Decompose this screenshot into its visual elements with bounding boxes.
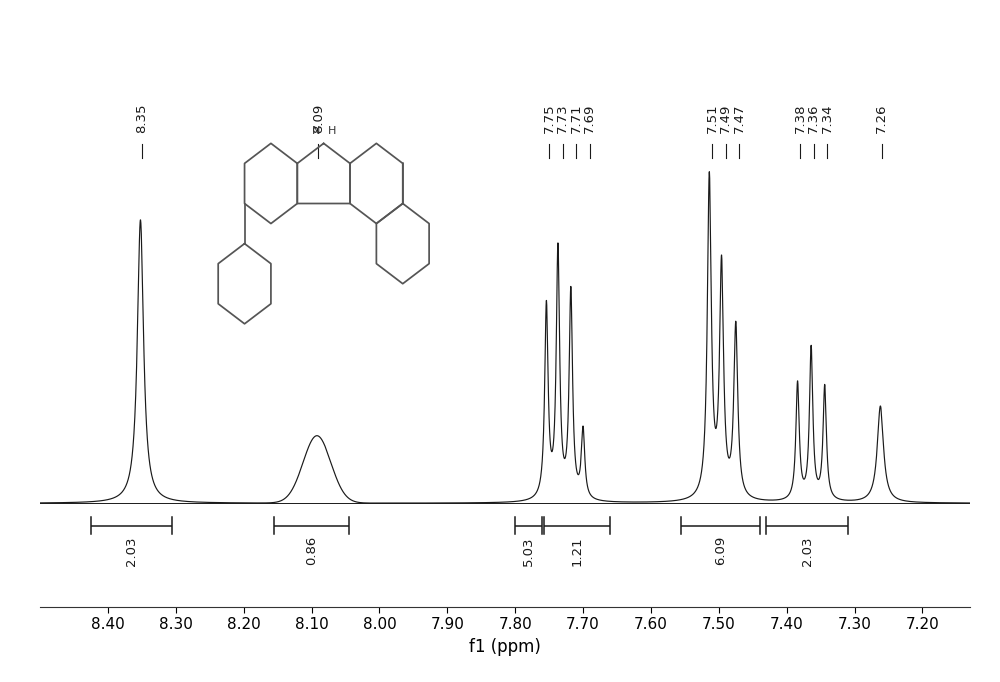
Text: 1.21: 1.21 bbox=[570, 536, 583, 566]
Text: 8.35: 8.35 bbox=[135, 104, 148, 134]
Text: 7.49: 7.49 bbox=[719, 104, 732, 134]
Text: 8.09: 8.09 bbox=[312, 104, 325, 134]
Text: 7.34: 7.34 bbox=[821, 104, 834, 134]
Text: 2.03: 2.03 bbox=[801, 536, 814, 565]
Text: 7.69: 7.69 bbox=[583, 104, 596, 134]
Text: 7.26: 7.26 bbox=[875, 104, 888, 134]
X-axis label: f1 (ppm): f1 (ppm) bbox=[469, 638, 541, 656]
Text: 7.47: 7.47 bbox=[733, 104, 746, 134]
Text: 7.75: 7.75 bbox=[543, 104, 556, 134]
Text: 7.73: 7.73 bbox=[556, 104, 569, 134]
Text: 7.38: 7.38 bbox=[794, 104, 807, 134]
Text: 2.03: 2.03 bbox=[125, 536, 138, 565]
Text: 6.09: 6.09 bbox=[714, 536, 727, 565]
Text: 7.71: 7.71 bbox=[570, 104, 583, 134]
Text: 5.03: 5.03 bbox=[522, 536, 535, 565]
Text: 7.36: 7.36 bbox=[807, 104, 820, 134]
Text: 7.51: 7.51 bbox=[706, 104, 719, 134]
Text: 0.86: 0.86 bbox=[305, 536, 318, 565]
